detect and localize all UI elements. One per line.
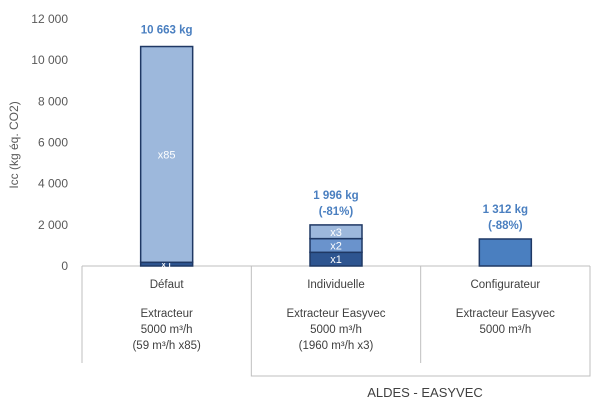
category-description: Extracteur (140, 308, 193, 320)
y-tick-label: 10 000 (31, 53, 68, 67)
category-label: Défaut (150, 279, 185, 291)
bar-segment (309, 224, 363, 240)
y-tick-label: 8 000 (38, 94, 68, 108)
bar-segment (139, 45, 194, 264)
category-description: Extracteur Easyvec (456, 308, 555, 320)
y-axis-label: Icc (kg éq. CO2) (7, 101, 21, 188)
y-tick-label: 2 000 (38, 218, 68, 232)
change-label: (-88%) (488, 220, 523, 232)
total-label: 1 312 kg (483, 204, 528, 216)
bar-Défaut: x1 x85 10 663 kg (139, 25, 194, 271)
bar-Configurateur: (-88%) 1 312 kg (478, 204, 533, 267)
category-label: Individuelle (307, 279, 365, 291)
segment-label: x3 (330, 227, 342, 239)
category-description: 5000 m³/h (310, 324, 362, 336)
y-tick-label: 4 000 (38, 177, 68, 191)
category-table: Défaut Extracteur 5000 m³/h (59 m³/h x85) In… (81, 266, 591, 377)
segment-label: x85 (158, 149, 176, 161)
category-description: Extracteur Easyvec (286, 308, 385, 320)
y-tick-label: 12 000 (31, 12, 68, 26)
category-description: (1960 m³/h x3) (299, 340, 374, 352)
bar-segment (478, 238, 533, 267)
group-label: ALDES - EASYVEC (367, 385, 483, 400)
change-label: (-81%) (319, 206, 354, 218)
segment-label: x2 (330, 240, 342, 252)
category-description: 5000 m³/h (141, 324, 193, 336)
y-tick-label: 6 000 (38, 136, 68, 150)
category-label: Configurateur (470, 279, 540, 291)
total-label: 1 996 kg (313, 190, 358, 202)
category-description: (59 m³/h x85) (132, 340, 201, 352)
group-bracket (250, 363, 591, 377)
segment-label: x1 (161, 259, 173, 271)
y-tick-label: 0 (61, 259, 68, 273)
total-label: 10 663 kg (141, 25, 193, 37)
segment-label: x1 (330, 254, 342, 266)
category-description: 5000 m³/h (479, 324, 531, 336)
